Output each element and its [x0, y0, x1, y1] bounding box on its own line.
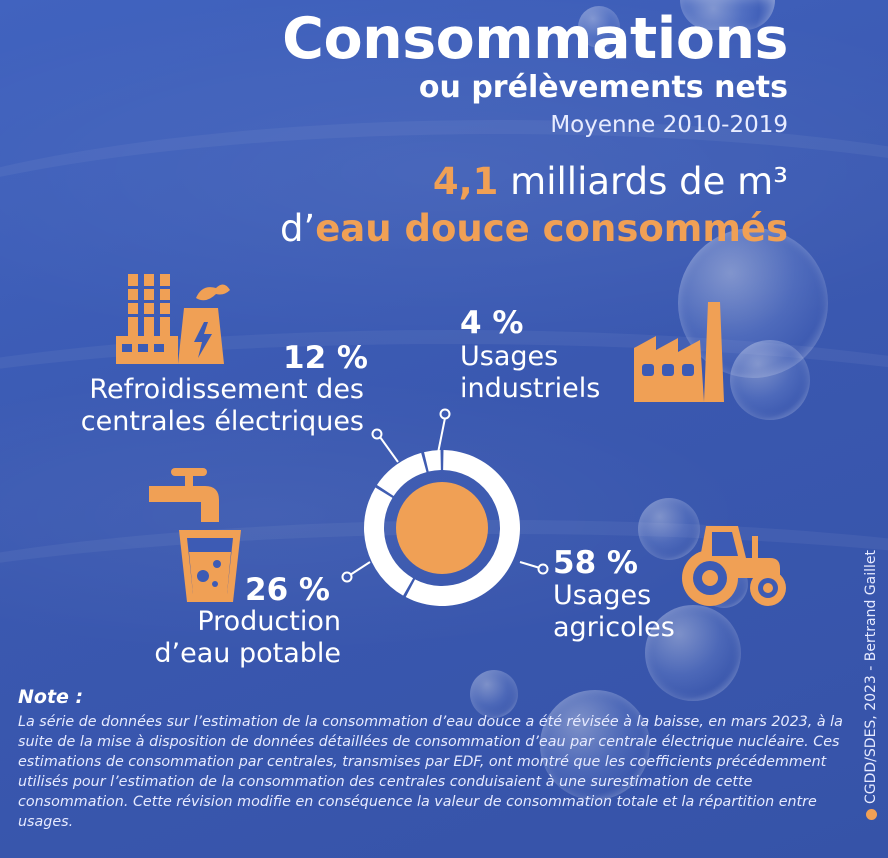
pct-label-industriel: 4 %	[460, 305, 524, 341]
headline-prefix: d’	[279, 207, 316, 250]
bubble-decoration	[540, 690, 650, 800]
bubble-decoration	[678, 228, 828, 378]
total-value: 4,1	[432, 160, 499, 203]
label-potable: Production d’eau potable	[154, 606, 341, 670]
label-line: Production	[197, 606, 341, 637]
credit: CGDD/SDES, 2023 - Bertrand Gaillet	[856, 520, 886, 850]
leader-line-potable	[349, 561, 371, 576]
bubble-decoration	[645, 605, 741, 701]
headline-emphasis: eau douce consommés	[315, 207, 788, 250]
donut-slice-agricole	[405, 450, 520, 606]
label-centrales: Refroidissement des centrales électrique…	[81, 374, 364, 438]
leader-dot-potable	[341, 571, 353, 583]
leader-dot-centrales	[371, 428, 383, 440]
pct-label-agricole: 58 %	[553, 545, 638, 581]
label-line: Usages	[460, 341, 559, 372]
factory-icon	[634, 302, 724, 402]
power-plant-icon	[116, 274, 230, 364]
credit-dot	[865, 809, 877, 820]
credit-text-wrapper: CGDD/SDES, 2023 - Bertrand Gaillet	[863, 550, 879, 820]
note-text: La série de données sur l’estimation de …	[18, 714, 843, 830]
label-line: industriels	[460, 373, 601, 404]
donut-chart	[364, 450, 520, 606]
donut-slices	[364, 450, 520, 606]
pct-label-potable: 26 %	[245, 572, 330, 608]
credit-text: CGDD/SDES, 2023 - Bertrand Gaillet	[863, 550, 879, 804]
leader-dot-industriel	[439, 408, 451, 420]
label-industriel: Usages industriels	[460, 341, 600, 405]
label-agricole: Usages agricoles	[553, 580, 675, 644]
total-unit: milliards de m³	[498, 160, 788, 203]
bubble-decoration	[730, 340, 810, 420]
total-headline-line2: d’eau douce consommés	[280, 207, 788, 250]
leader-line-industriel	[436, 417, 446, 459]
page-title: Consommations	[282, 6, 788, 72]
page-subtitle: ou prélèvements nets	[418, 70, 788, 105]
bubble-decoration	[578, 6, 620, 48]
period-label: Moyenne 2010-2019	[550, 112, 788, 138]
donut-slice-potable	[364, 487, 414, 596]
donut-center	[396, 482, 488, 574]
tractor-icon	[682, 526, 786, 606]
faucet-glass-icon	[149, 468, 241, 602]
label-line: d’eau potable	[154, 638, 341, 669]
label-line: agricoles	[553, 612, 675, 643]
note-title: Note :	[18, 686, 84, 708]
leader-dot-agricole	[537, 563, 549, 575]
leader-line-centrales	[379, 436, 399, 463]
bubble-decoration	[470, 670, 518, 718]
bubble-decoration	[680, 0, 775, 30]
label-line: centrales électriques	[80, 406, 364, 437]
total-headline: 4,1 milliards de m³	[433, 160, 788, 203]
pct-label-centrales: 12 %	[283, 340, 368, 376]
label-line: Refroidissement des	[89, 374, 364, 405]
leader-line-agricole	[519, 561, 541, 569]
label-line: Usages	[553, 580, 652, 611]
bubble-decoration	[638, 498, 700, 560]
donut-slice-centrales	[376, 452, 427, 496]
